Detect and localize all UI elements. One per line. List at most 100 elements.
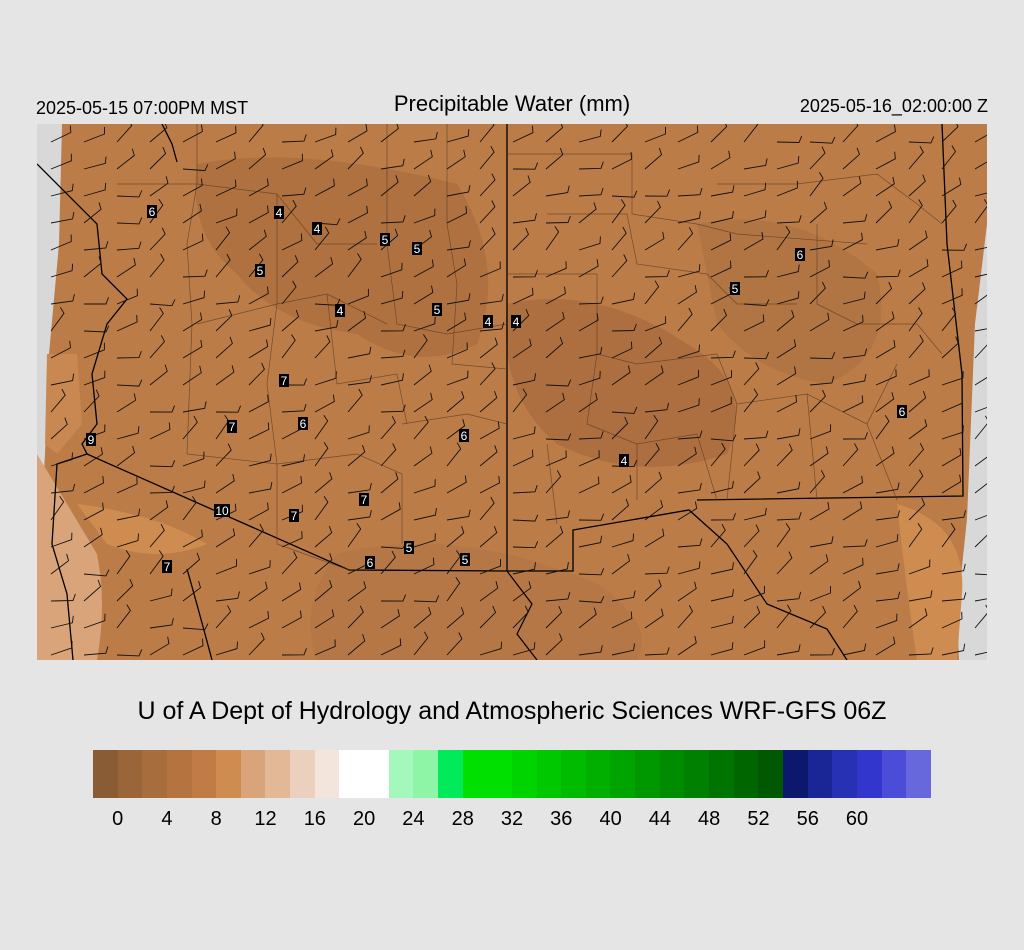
wind-barb: [248, 523, 264, 548]
wind-barb: [116, 445, 136, 467]
wind-barb: [941, 260, 963, 278]
wind-barb: [446, 206, 468, 224]
wind-barb: [941, 425, 964, 440]
wind-barb: [776, 604, 792, 629]
wind-barb: [809, 424, 832, 440]
wind-barb: [710, 615, 734, 629]
wind-barb: [248, 147, 267, 170]
wind-barb: [710, 396, 732, 413]
wind-barb: [479, 173, 496, 197]
wind-barb: [50, 263, 74, 278]
wind-barb: [83, 370, 106, 386]
wind-barb: [974, 604, 987, 629]
wind-barb: [710, 150, 731, 170]
wind-barb: [578, 607, 597, 629]
wind-barb: [380, 415, 396, 440]
color-swatch: [733, 750, 759, 798]
wind-barb: [149, 422, 171, 440]
wind-barb: [347, 510, 372, 521]
wind-barb: [941, 396, 963, 413]
wind-barb: [314, 256, 334, 278]
wind-barb: [842, 643, 867, 656]
map-value-label: 5: [432, 303, 442, 317]
wind-barb: [941, 474, 962, 494]
wind-barb: [710, 442, 726, 467]
color-swatch: [709, 750, 734, 798]
wind-barb: [116, 550, 131, 575]
wind-barb: [347, 425, 370, 440]
wind-barb: [677, 561, 701, 575]
wind-barb: [446, 509, 471, 521]
wind-barb: [446, 129, 470, 143]
wind-barb: [974, 328, 987, 332]
wind-barb: [347, 522, 362, 548]
wind-barb: [281, 610, 302, 629]
wind-barb: [479, 261, 501, 278]
wind-barb: [314, 218, 341, 226]
wind-barb: [215, 309, 233, 332]
wind-barb: [710, 480, 734, 494]
svg-text:10: 10: [215, 504, 229, 518]
wind-barb: [875, 238, 900, 251]
wind-barb: [149, 636, 170, 656]
wind-barb: [314, 472, 333, 494]
wind-barb: [512, 227, 530, 251]
wind-barb: [809, 469, 826, 494]
wind-barb: [578, 513, 605, 521]
wind-barb: [446, 342, 468, 359]
wind-barb: [215, 605, 232, 629]
wind-barb: [50, 417, 68, 440]
wind-barb: [842, 501, 863, 521]
color-scale-tick-label: 40: [599, 808, 622, 830]
wind-barb: [248, 611, 270, 629]
wind-barb: [149, 405, 176, 413]
wind-barb: [611, 643, 636, 656]
wind-barb: [479, 322, 505, 332]
wind-barb: [776, 523, 791, 548]
color-scale-tick-label: 32: [500, 808, 524, 830]
wind-barb: [776, 394, 798, 413]
wind-barb: [644, 471, 663, 494]
wind-barb: [743, 430, 769, 440]
wind-barb: [677, 635, 697, 656]
wind-barb: [116, 148, 135, 170]
wind-barb: [776, 428, 801, 440]
svg-text:4: 4: [337, 304, 344, 318]
wind-barb: [347, 482, 372, 494]
wind-barb: [446, 258, 467, 278]
wind-barb: [50, 615, 74, 629]
wind-barb: [842, 557, 864, 575]
wind-barb: [677, 211, 701, 224]
wind-barb: [743, 507, 767, 521]
wind-barb: [809, 281, 826, 305]
wind-barb: [83, 241, 109, 251]
wind-barb: [215, 473, 235, 494]
color-swatch: [265, 750, 291, 798]
wind-barb: [710, 513, 736, 521]
wind-barb: [545, 185, 570, 197]
wind-barb: [578, 645, 603, 656]
wind-barb: [908, 174, 926, 197]
wind-barb: [776, 644, 801, 656]
wind-barb: [446, 185, 471, 197]
wind-barb: [446, 576, 461, 602]
wind-barb: [446, 475, 467, 494]
wind-barb: [809, 501, 830, 521]
wind-barb: [182, 480, 206, 494]
wind-barb: [743, 270, 769, 278]
wind-barb: [182, 401, 207, 413]
wind-barb: [413, 415, 429, 440]
wind-barb: [149, 253, 165, 278]
map-value-label: 6: [298, 417, 308, 431]
wind-barb: [611, 498, 630, 521]
wind-barb: [149, 550, 164, 575]
wind-barb: [776, 135, 803, 143]
wind-barb: [83, 569, 110, 577]
svg-text:6: 6: [797, 248, 804, 262]
wind-barb: [578, 313, 599, 332]
wind-barb: [908, 442, 925, 467]
svg-text:4: 4: [621, 454, 628, 468]
wind-barb: [512, 388, 528, 413]
wind-barb: [380, 124, 399, 143]
wind-barb: [974, 199, 987, 224]
